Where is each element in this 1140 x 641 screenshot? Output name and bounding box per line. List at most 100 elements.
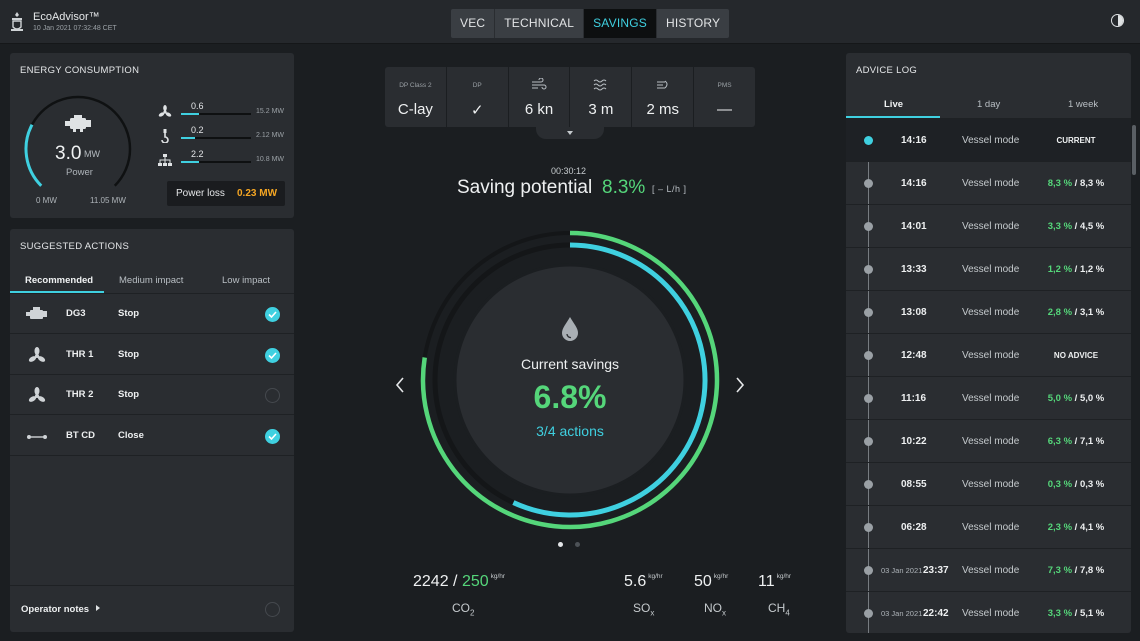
check-icon xyxy=(268,433,277,441)
advice-log-row[interactable]: 13:33 Vessel mode 1,2 % / 1,2 % xyxy=(846,248,1131,291)
app-title: EcoAdvisor™ xyxy=(33,11,100,23)
action-row-dg3[interactable]: DG3 Stop xyxy=(10,294,294,334)
condition-value: C-lay xyxy=(397,101,433,118)
advice-savings: 6,3 % / 7,1 % xyxy=(1047,436,1105,447)
condition-dp: DP ✓ xyxy=(447,67,509,127)
advice-achieved: 1,2 % xyxy=(1047,264,1073,275)
condition-label: PMS xyxy=(717,82,732,89)
expand-conditions-tab[interactable] xyxy=(536,127,604,139)
saving-potential-value: 8.3% xyxy=(602,177,646,198)
co2-saved-value: 250 xyxy=(461,573,489,590)
power-gauge xyxy=(24,95,132,187)
action-checkbox[interactable] xyxy=(265,429,280,444)
advice-time: 14:16 xyxy=(901,178,927,189)
advice-status: NO ADVICE xyxy=(1053,351,1099,360)
advice-log-row[interactable]: 03 Jan 2021 23:37 Vessel mode 7,3 % / 7,8 % xyxy=(846,549,1131,592)
action-checkbox[interactable] xyxy=(265,388,280,403)
nox-unit: kg/hr xyxy=(713,573,729,580)
propulsion-value: 0.6 xyxy=(191,101,204,111)
advice-log-row[interactable]: 14:16 Vessel mode CURRENT xyxy=(846,119,1131,162)
action-row-thr1[interactable]: THR 1 Stop xyxy=(10,335,294,375)
advice-mode: Vessel mode xyxy=(962,436,1020,447)
condition-wind: 6 kn xyxy=(509,67,571,127)
condition-value: 6 kn xyxy=(524,101,554,118)
condition-dp-class: DP Class 2 C-lay xyxy=(385,67,447,127)
sox-label: SOx xyxy=(633,601,654,617)
hotel-bar-fill xyxy=(181,161,199,163)
advice-log-row[interactable]: 03 Jan 2021 22:42 Vessel mode 3,3 % / 5,1 % xyxy=(846,592,1131,633)
tab-vec[interactable]: VEC xyxy=(451,9,496,38)
bus-tie-icon xyxy=(27,435,47,439)
actions-panel-title: SUGGESTED ACTIONS xyxy=(20,241,130,252)
action-checkbox[interactable] xyxy=(265,348,280,363)
power-loss-value: 0.23 MW xyxy=(237,188,278,199)
action-target: THR 1 xyxy=(66,349,94,360)
advice-time: 22:42 xyxy=(923,608,949,619)
chevron-left-icon[interactable] xyxy=(394,376,406,394)
crane-value: 0.2 xyxy=(191,125,204,135)
advice-potential: 8,3 % xyxy=(1079,178,1105,189)
page-dot[interactable] xyxy=(575,542,580,547)
page-dot-active[interactable] xyxy=(558,542,563,547)
operator-notes[interactable]: Operator notes xyxy=(10,585,294,632)
timeline-dot xyxy=(864,351,873,360)
advice-mode: Vessel mode xyxy=(962,393,1020,404)
hook-icon xyxy=(161,129,169,143)
advice-potential: 0,3 % xyxy=(1079,479,1105,490)
emission-sox: 5.6 kg/hr xyxy=(624,573,663,591)
tab-live[interactable]: Live xyxy=(884,99,904,110)
divider xyxy=(846,118,1131,119)
operator-notes-checkbox[interactable] xyxy=(265,602,280,617)
chevron-right-icon[interactable] xyxy=(734,376,746,394)
advice-mode: Vessel mode xyxy=(962,221,1020,232)
advice-log-row[interactable]: 11:16 Vessel mode 5,0 % / 5,0 % xyxy=(846,377,1131,420)
theme-toggle-icon[interactable] xyxy=(1111,14,1124,27)
action-row-btcd[interactable]: BT CD Close xyxy=(10,416,294,456)
timeline-dot xyxy=(864,437,873,446)
advice-log-row[interactable]: 12:48 Vessel mode NO ADVICE xyxy=(846,334,1131,377)
tab-recommended[interactable]: Recommended xyxy=(25,275,94,286)
advice-log-row[interactable]: 14:16 Vessel mode 8,3 % / 8,3 % xyxy=(846,162,1131,205)
nox-value: 50 xyxy=(694,573,712,590)
ch4-label: CH4 xyxy=(768,601,790,617)
advice-status: CURRENT xyxy=(1056,136,1096,145)
nox-label-sub: x xyxy=(722,608,726,618)
advice-log-row[interactable]: 06:28 Vessel mode 2,3 % / 4,1 % xyxy=(846,506,1131,549)
advice-log-panel: ADVICE LOG Live 1 day 1 week 14:16 Vessel… xyxy=(846,53,1131,633)
action-verb: Close xyxy=(118,430,144,441)
action-checkbox[interactable] xyxy=(265,307,280,322)
advice-log-row[interactable]: 14:01 Vessel mode 3,3 % / 4,5 % xyxy=(846,205,1131,248)
advice-savings: 8,3 % / 8,3 % xyxy=(1047,178,1105,189)
tab-technical[interactable]: TECHNICAL xyxy=(495,9,585,38)
sox-unit: kg/hr xyxy=(648,573,663,580)
advice-log-row[interactable]: 08:55 Vessel mode 0,3 % / 0,3 % xyxy=(846,463,1131,506)
advice-log-row[interactable]: 10:22 Vessel mode 6,3 % / 7,1 % xyxy=(846,420,1131,463)
tab-low-impact[interactable]: Low impact xyxy=(222,275,271,286)
tab-1-week[interactable]: 1 week xyxy=(1068,99,1099,110)
thruster-icon xyxy=(28,387,46,402)
tab-history[interactable]: HISTORY xyxy=(665,16,721,30)
divider xyxy=(10,293,294,294)
suggested-actions-panel: SUGGESTED ACTIONS xyxy=(10,229,294,632)
tab-1-day[interactable]: 1 day xyxy=(977,99,1001,110)
condition-value: ✓ xyxy=(470,102,484,119)
advice-time: 14:01 xyxy=(901,221,927,232)
action-row-thr2[interactable]: THR 2 Stop xyxy=(10,375,294,415)
saving-potential-label: Saving potential xyxy=(457,177,593,198)
energy-consumption-panel: ENERGY CONSUMPTION xyxy=(10,53,294,218)
energy-panel-title: ENERGY CONSUMPTION xyxy=(20,65,140,76)
saving-potential-arc xyxy=(420,230,720,530)
advice-log-row[interactable]: 13:08 Vessel mode 2,8 % / 3,1 % xyxy=(846,291,1131,334)
tab-savings[interactable]: SAVINGS xyxy=(584,9,657,38)
advice-log-scrollbar[interactable] xyxy=(1132,125,1136,175)
timeline-dot xyxy=(864,265,873,274)
ch4-label-text: CH xyxy=(768,601,786,615)
condition-label: DP xyxy=(472,82,482,89)
tab-medium-impact[interactable]: Medium impact xyxy=(119,275,184,286)
advice-potential: 1,2 % xyxy=(1079,264,1105,275)
advice-achieved: 3,3 % xyxy=(1047,608,1073,619)
savings-timer: 00:30:12 xyxy=(551,166,587,176)
sox-label-text: SO xyxy=(633,601,651,615)
chevron-right-icon xyxy=(96,605,100,611)
condition-label: DP Class 2 xyxy=(399,82,432,89)
